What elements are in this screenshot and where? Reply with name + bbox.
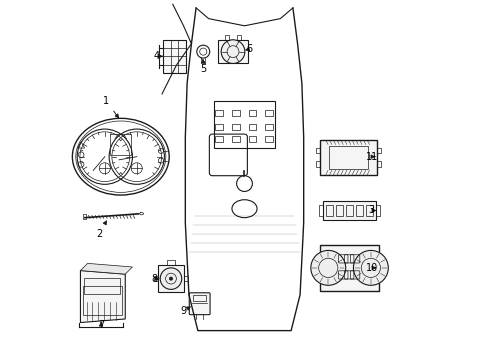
- Bar: [214, 101, 274, 148]
- Bar: [328, 146, 367, 169]
- Bar: [376, 148, 380, 153]
- Text: 3: 3: [368, 206, 375, 216]
- Bar: [154, 276, 157, 281]
- Circle shape: [160, 268, 182, 289]
- Bar: [83, 214, 86, 219]
- Bar: [375, 205, 379, 216]
- Text: 8: 8: [151, 274, 159, 284]
- Bar: [236, 35, 241, 40]
- Bar: [166, 260, 175, 265]
- Bar: [355, 205, 363, 216]
- Text: 7: 7: [98, 320, 104, 330]
- Circle shape: [310, 251, 345, 285]
- Bar: [320, 140, 376, 175]
- Bar: [231, 124, 239, 130]
- FancyBboxPatch shape: [189, 293, 210, 315]
- Bar: [335, 205, 342, 216]
- Text: 11: 11: [365, 152, 377, 162]
- Text: 2: 2: [96, 221, 106, 239]
- Text: 1: 1: [103, 96, 118, 118]
- Text: 6: 6: [245, 44, 252, 54]
- Bar: [163, 40, 186, 73]
- Bar: [265, 135, 273, 142]
- Bar: [217, 40, 248, 63]
- Circle shape: [221, 40, 244, 63]
- Bar: [82, 286, 122, 315]
- Bar: [224, 35, 229, 40]
- Bar: [248, 124, 256, 130]
- Bar: [265, 110, 273, 116]
- Text: 10: 10: [365, 263, 377, 273]
- Bar: [184, 276, 187, 281]
- Circle shape: [169, 277, 172, 280]
- Bar: [325, 205, 332, 216]
- Polygon shape: [139, 213, 143, 215]
- Bar: [193, 295, 206, 301]
- Bar: [157, 265, 184, 292]
- Bar: [319, 245, 378, 291]
- Polygon shape: [80, 271, 125, 323]
- Text: 9: 9: [180, 306, 190, 316]
- Bar: [231, 110, 239, 116]
- Bar: [346, 205, 352, 216]
- Bar: [215, 124, 223, 130]
- Bar: [248, 135, 256, 142]
- Bar: [319, 205, 323, 216]
- Polygon shape: [80, 264, 132, 274]
- Circle shape: [353, 251, 387, 285]
- Text: 4: 4: [153, 51, 162, 61]
- Bar: [315, 161, 320, 167]
- Circle shape: [236, 176, 252, 192]
- Bar: [110, 134, 131, 155]
- Bar: [215, 135, 223, 142]
- Bar: [231, 135, 239, 142]
- Bar: [376, 161, 380, 167]
- Text: 5: 5: [200, 60, 206, 74]
- Bar: [366, 205, 372, 216]
- Bar: [84, 278, 120, 294]
- Bar: [215, 110, 223, 116]
- Bar: [315, 148, 320, 153]
- Bar: [248, 110, 256, 116]
- Bar: [265, 124, 273, 130]
- Bar: [323, 201, 375, 220]
